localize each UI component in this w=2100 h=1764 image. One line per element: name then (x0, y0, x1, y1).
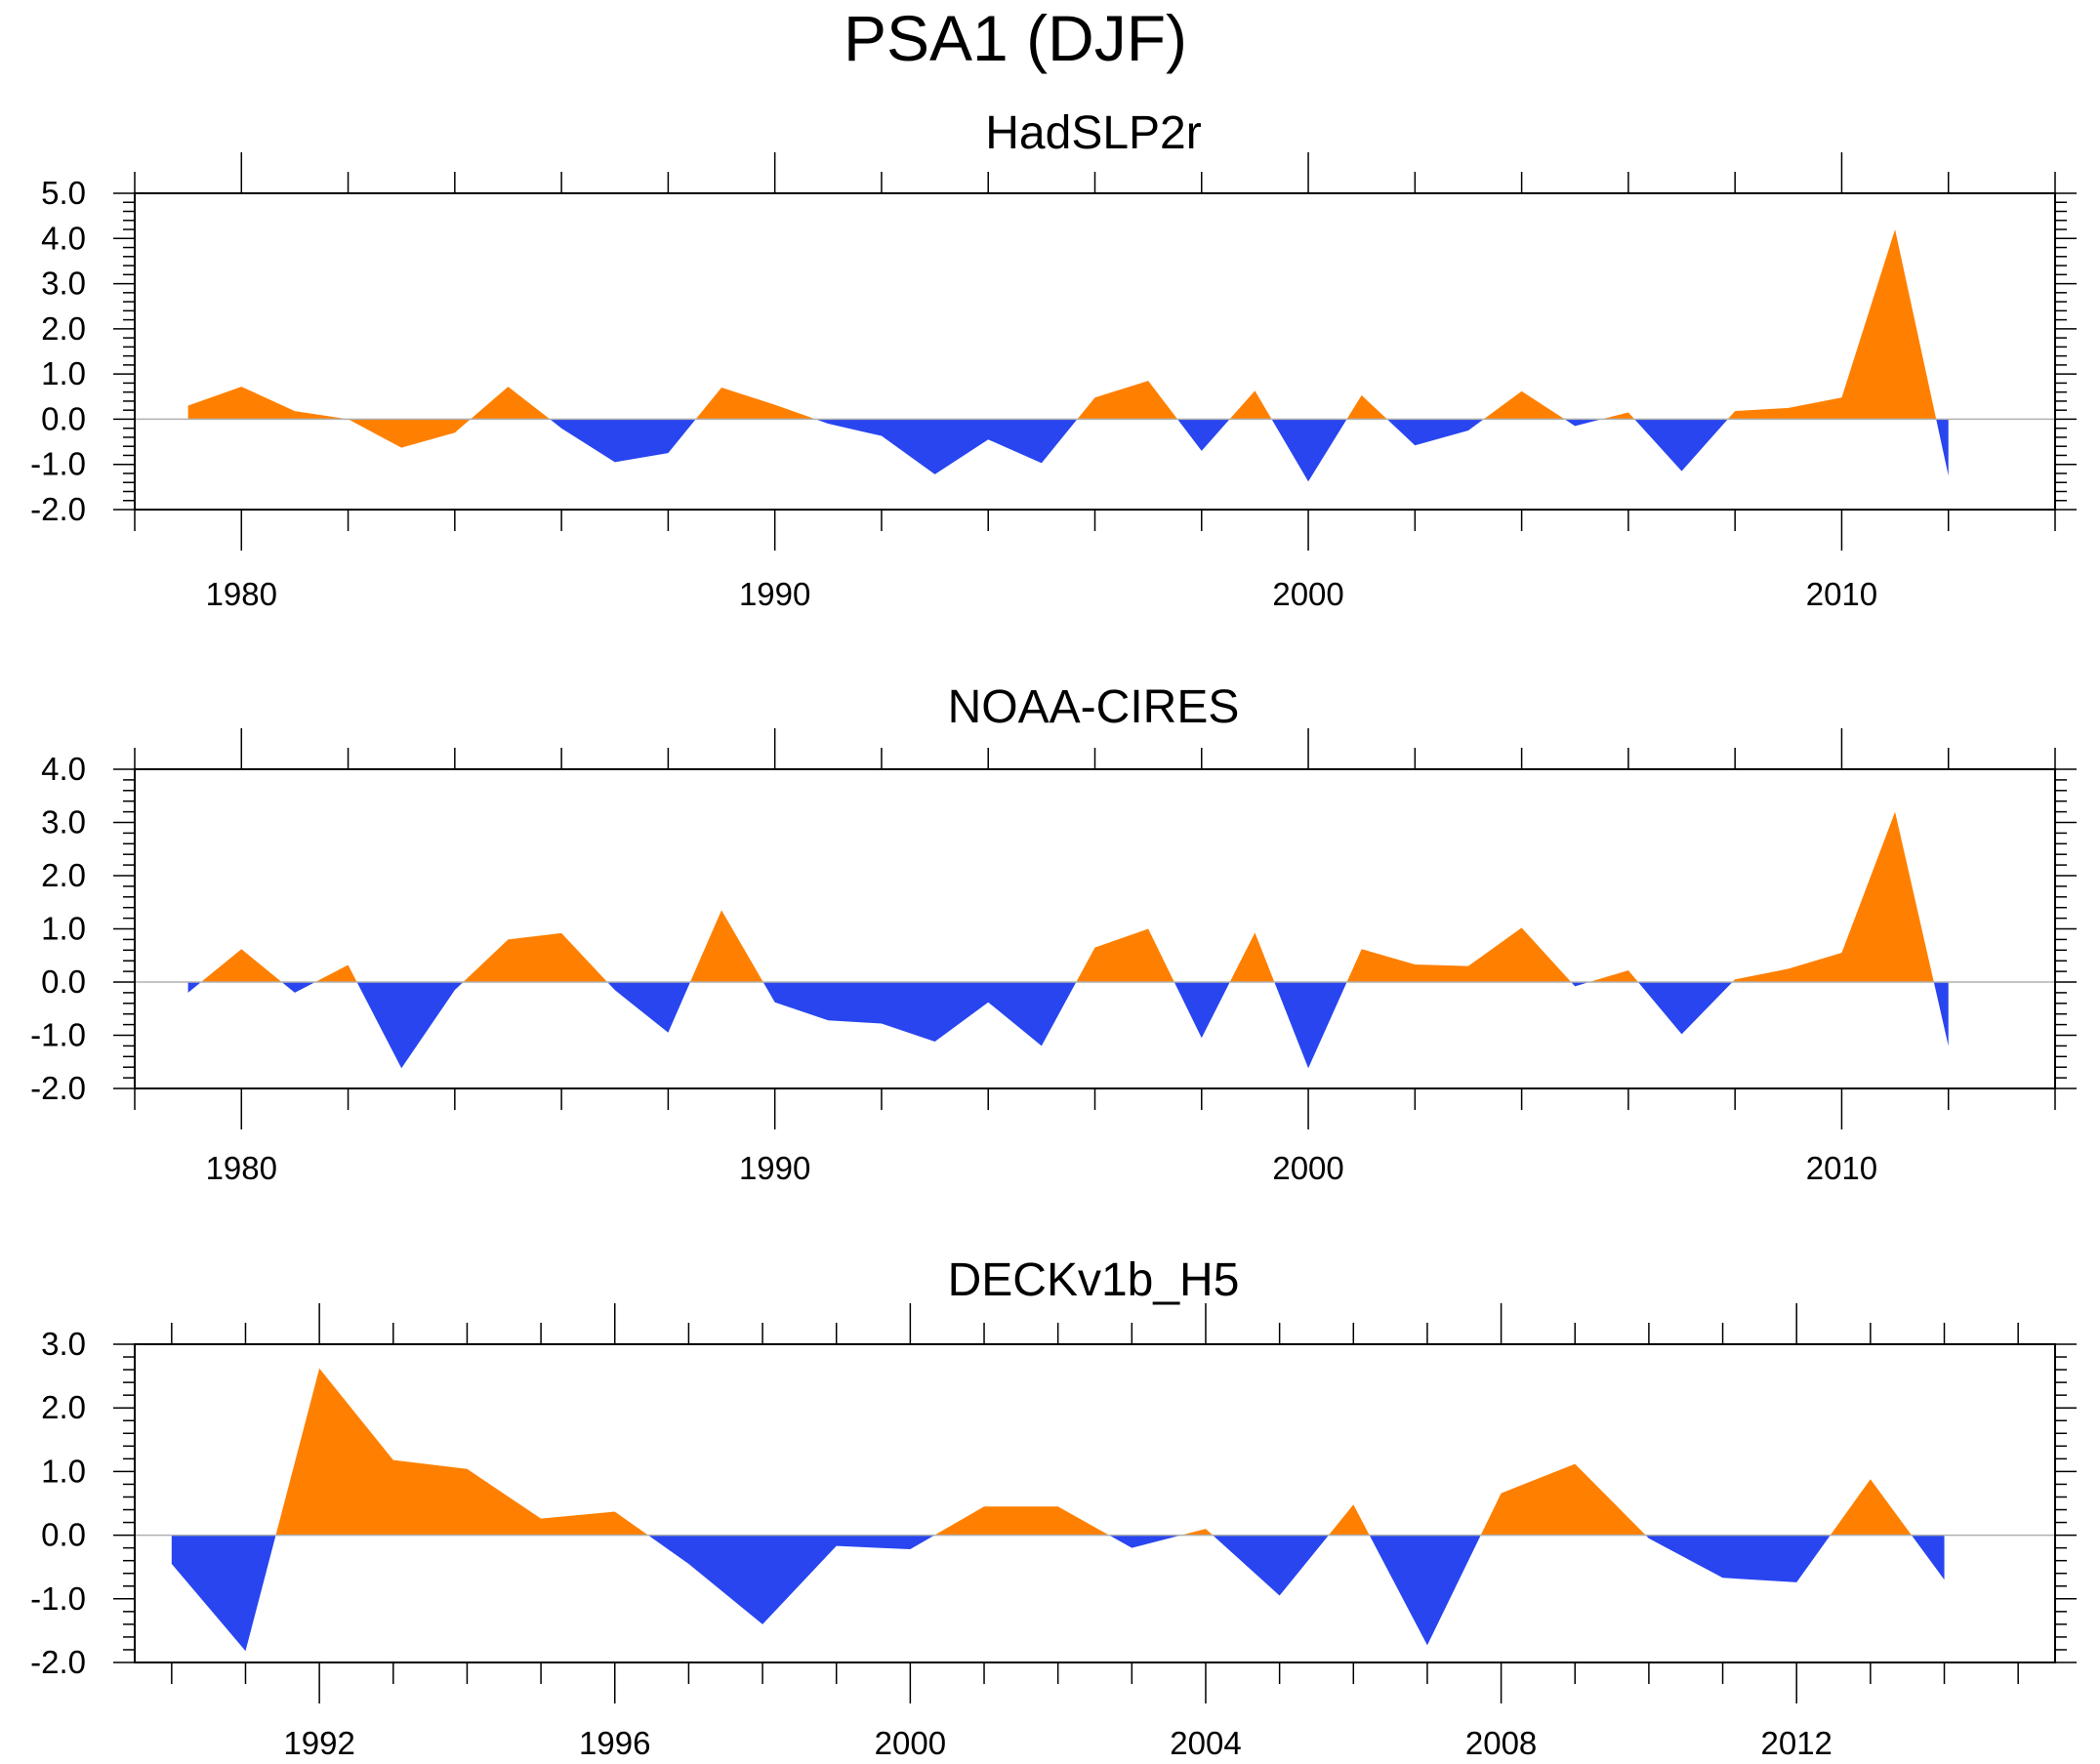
positive-area-0 (187, 387, 471, 448)
y-tick-label: 0.0 (41, 964, 86, 1000)
negative-area-10 (1386, 419, 1484, 446)
figure-title: PSA1 (DJF) (844, 2, 1187, 74)
y-tick-label: 2.0 (41, 310, 86, 347)
positive-area-13 (1601, 412, 1635, 420)
y-tick-label: 1.0 (41, 911, 86, 947)
x-tick-label: 2000 (875, 1725, 946, 1761)
negative-area-10 (1174, 982, 1230, 1039)
panel-deckv1b-h5: DECKv1b_H5 3.0 2.0 1.0 0.0 -1.0 -2.0 1992 1996 2… (30, 1254, 2077, 1761)
positive-area-7 (689, 910, 763, 982)
positive-area-17 (1732, 811, 1934, 982)
x-tick-label: 2010 (1806, 1150, 1877, 1186)
positive-area-3 (314, 964, 357, 982)
negative-area-0 (171, 1535, 276, 1652)
positive-area-1 (275, 1368, 648, 1536)
panel-title-hadslp2r: HadSLP2r (985, 107, 1201, 159)
negative-area-4 (356, 982, 464, 1069)
positive-area-11 (1229, 932, 1275, 982)
negative-area-8 (762, 982, 1077, 1046)
negative-area-4 (815, 419, 1078, 474)
x-tick-label: 2000 (1272, 1150, 1343, 1186)
y-tick-label: 4.0 (41, 751, 86, 787)
plot-frame (134, 1343, 2056, 1663)
x-tick-label: 1980 (206, 576, 277, 612)
y-tick-label: 1.0 (41, 1453, 86, 1489)
y-tick-label: 5.0 (41, 175, 86, 211)
positive-area-13 (1346, 927, 1572, 982)
negative-area-12 (1564, 419, 1602, 427)
plot-frame (134, 192, 2056, 511)
y-tick-label: 0.0 (41, 1517, 86, 1553)
positive-area-15 (1727, 229, 1937, 420)
panel-title-noaa-cires: NOAA-CIRES (948, 681, 1240, 733)
x-tick-label: 1990 (739, 576, 810, 612)
plot-frame (134, 768, 2056, 1089)
y-tick-label: -2.0 (30, 1070, 86, 1106)
y-tick-label: -1.0 (30, 446, 86, 482)
x-tick-label: 1980 (206, 1150, 277, 1186)
y-tick-label: -2.0 (30, 491, 86, 527)
x-tick-label: 2012 (1761, 1725, 1832, 1761)
y-tick-label: -2.0 (30, 1644, 86, 1680)
negative-area-6 (1177, 419, 1230, 451)
negative-area-0 (187, 982, 201, 993)
y-tick-label: 1.0 (41, 355, 86, 391)
positive-area-9 (1076, 928, 1174, 982)
negative-area-18 (1933, 982, 1949, 1046)
x-tick-label: 2010 (1806, 576, 1877, 612)
y-tick-label: 3.0 (41, 804, 86, 841)
positive-area-9 (1346, 394, 1387, 420)
x-tick-label: 1990 (739, 1150, 810, 1186)
negative-area-2 (550, 419, 696, 463)
negative-area-8 (1369, 1535, 1481, 1646)
positive-area-3 (695, 388, 816, 420)
negative-area-6 (607, 982, 690, 1033)
negative-area-2 (281, 982, 315, 993)
x-tick-label: 1996 (579, 1725, 650, 1761)
y-tick-label: -1.0 (30, 1580, 86, 1617)
negative-area-4 (1109, 1535, 1181, 1548)
y-tick-label: 2.0 (41, 857, 86, 893)
y-tick-label: 0.0 (41, 400, 86, 436)
negative-area-8 (1271, 419, 1347, 482)
y-tick-label: 3.0 (41, 1326, 86, 1362)
positive-area-1 (470, 387, 551, 420)
positive-area-11 (1830, 1479, 1912, 1536)
negative-area-2 (647, 1535, 935, 1624)
y-tick-label: 2.0 (41, 1389, 86, 1425)
y-tick-label: 3.0 (41, 266, 86, 302)
y-tick-label: 4.0 (41, 220, 86, 256)
positive-area-5 (463, 932, 608, 982)
positive-area-3 (934, 1506, 1110, 1536)
negative-area-10 (1645, 1535, 1831, 1582)
negative-area-16 (1637, 982, 1733, 1035)
panel-noaa-cires: NOAA-CIRES 4.0 3.0 2.0 1.0 0.0 -1.0 -2.0 1980 19… (30, 681, 2077, 1186)
negative-area-6 (1213, 1535, 1329, 1596)
positive-area-5 (1077, 381, 1178, 420)
positive-area-9 (1480, 1463, 1646, 1536)
x-tick-label: 2000 (1272, 576, 1343, 612)
y-tick-label: -1.0 (30, 1017, 86, 1053)
panel-hadslp2r: HadSLP2r 5.0 4.0 3.0 2.0 1.0 0.0 -1.0 -2.0 1980 1… (30, 107, 2077, 612)
positive-area-7 (1328, 1504, 1370, 1536)
x-tick-label: 2004 (1170, 1725, 1241, 1761)
positive-area-7 (1229, 390, 1272, 420)
positive-area-15 (1588, 970, 1638, 982)
panel-title-deckv1b-h5: DECKv1b_H5 (948, 1254, 1240, 1306)
x-tick-label: 2008 (1465, 1725, 1537, 1761)
negative-area-12 (1912, 1535, 1945, 1580)
positive-area-11 (1483, 390, 1565, 420)
negative-area-14 (1571, 982, 1589, 987)
negative-area-16 (1936, 419, 1949, 476)
negative-area-12 (1274, 982, 1347, 1069)
positive-area-5 (1180, 1529, 1214, 1536)
positive-area-1 (200, 949, 282, 982)
negative-area-14 (1634, 419, 1728, 472)
x-tick-label: 1992 (283, 1725, 354, 1761)
